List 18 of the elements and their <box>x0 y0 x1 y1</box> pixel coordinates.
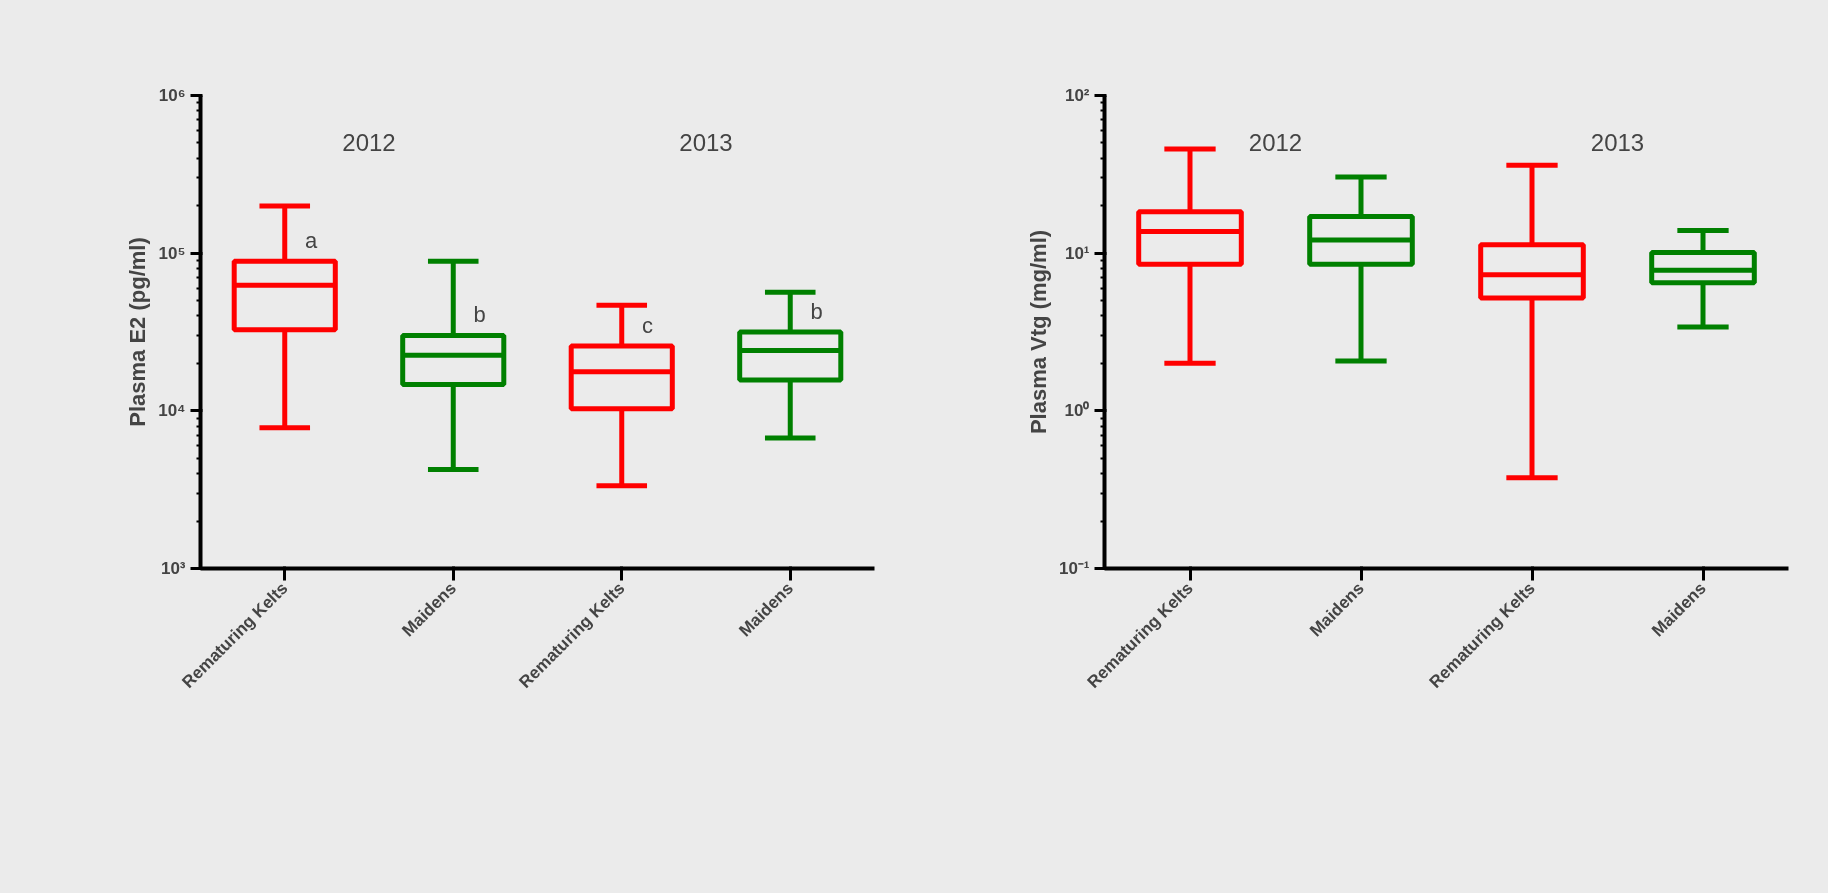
y-tick-label: 10⁴ <box>158 401 186 421</box>
y-tick-label: 10⁰ <box>1064 401 1090 421</box>
annotation: 2013 <box>679 129 733 157</box>
annotation: c <box>641 312 653 338</box>
y-tick-label: 10³ <box>160 559 186 578</box>
y-axis-title: Plasma E2 (pg/ml) <box>125 237 151 427</box>
annotation: 2013 <box>1590 129 1645 157</box>
annotation: a <box>304 228 318 254</box>
y-tick-label: 10⁶ <box>158 86 186 105</box>
y-axis-title: Plasma Vtg (mg/ml) <box>1025 229 1051 435</box>
annotation: 2012 <box>1248 129 1303 157</box>
y-tick-label: 10⁵ <box>158 243 186 263</box>
y-tick-label: 10⁻¹ <box>1058 559 1090 578</box>
annotation: 2012 <box>342 129 396 157</box>
annotation: b <box>810 299 823 325</box>
annotation: b <box>473 302 486 328</box>
y-tick-label: 10² <box>1064 86 1090 105</box>
y-tick-label: 10¹ <box>1064 243 1090 263</box>
